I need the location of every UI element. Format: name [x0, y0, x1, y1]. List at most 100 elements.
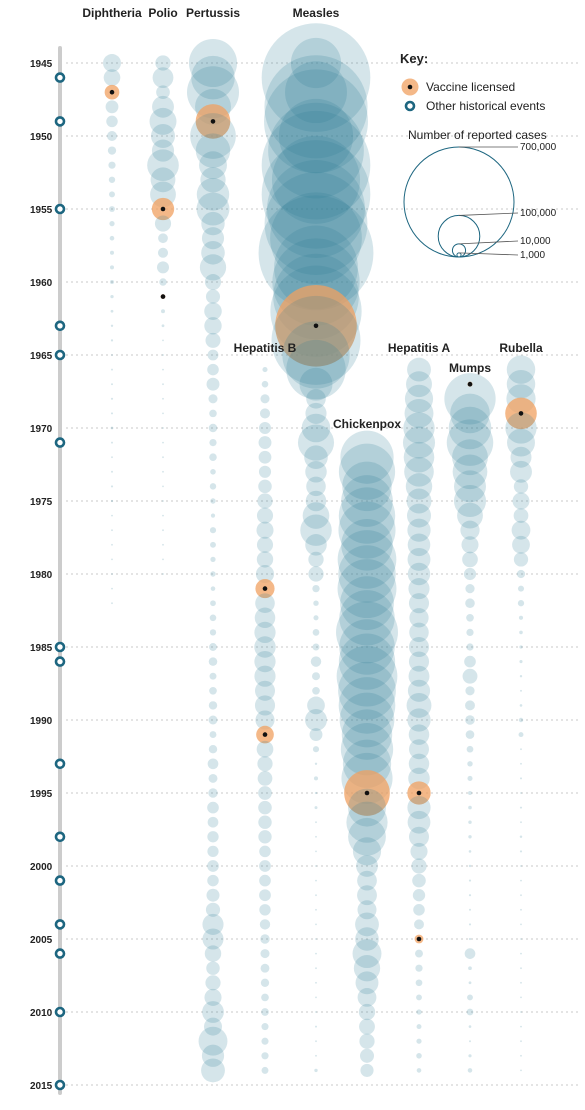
historical-event-marker [54, 875, 66, 886]
case-bubble [348, 817, 386, 856]
case-bubble [254, 621, 276, 644]
case-bubble [312, 629, 320, 636]
case-bubble [468, 894, 472, 897]
historical-event-marker [54, 758, 66, 770]
case-bubble [520, 1011, 522, 1013]
case-bubble [210, 469, 216, 475]
case-bubble [108, 161, 116, 169]
case-bubble [466, 613, 474, 622]
historical-event-marker [54, 72, 66, 83]
case-bubble [205, 332, 221, 348]
case-bubble [111, 529, 113, 532]
case-bubble [152, 95, 174, 118]
case-bubble [315, 821, 317, 824]
case-bubble [202, 913, 224, 935]
case-bubble [469, 908, 471, 911]
key-size-title: Number of reported cases [408, 128, 547, 142]
case-bubble [519, 835, 523, 839]
case-bubble [407, 708, 431, 732]
case-bubble [513, 508, 529, 523]
case-bubble [254, 607, 276, 629]
case-bubble [406, 371, 432, 398]
case-bubble [258, 465, 272, 478]
case-bubble [408, 665, 430, 687]
case-bubble [403, 412, 435, 444]
case-bubble [468, 981, 472, 985]
case-bubble [315, 894, 317, 897]
case-bubble [408, 651, 430, 672]
case-bubble [258, 800, 272, 815]
case-bubble [261, 140, 371, 249]
key-size-leader [458, 240, 519, 245]
case-bubble [506, 355, 536, 384]
case-bubble [513, 479, 529, 494]
case-bubble [338, 487, 396, 544]
case-bubble [257, 771, 273, 786]
case-bubble [519, 850, 523, 853]
case-bubble [305, 709, 327, 731]
case-bubble [467, 1068, 473, 1073]
case-bubble [465, 686, 475, 696]
case-bubble [150, 167, 176, 193]
case-bubble [315, 1011, 317, 1013]
case-bubble [162, 543, 164, 546]
case-bubble [312, 686, 320, 695]
year-tick-label: 1945 [30, 59, 53, 70]
case-bubble [409, 739, 429, 760]
case-bubble [271, 295, 361, 385]
case-bubble [341, 518, 393, 571]
case-bubble [407, 547, 431, 571]
case-bubble [261, 23, 371, 132]
case-bubble [404, 398, 434, 428]
case-bubble [336, 601, 398, 664]
case-bubble [162, 514, 164, 517]
case-bubble [519, 660, 523, 664]
case-bubble [520, 1054, 522, 1057]
case-bubble [264, 172, 368, 276]
case-bubble [162, 573, 164, 575]
case-bubble [256, 536, 274, 553]
case-bubble [209, 453, 217, 461]
year-tick-label: 1995 [30, 789, 53, 800]
case-bubble [517, 600, 525, 607]
case-bubble [468, 1054, 472, 1058]
case-bubble [416, 1068, 422, 1073]
case-bubble [309, 728, 323, 742]
case-bubble [314, 791, 318, 795]
case-bubble [162, 383, 164, 386]
case-bubble [312, 746, 320, 753]
case-bubble [255, 564, 275, 584]
case-bubble [111, 587, 113, 590]
case-bubble [258, 195, 374, 311]
case-bubble [208, 701, 218, 710]
case-bubble [357, 987, 377, 1007]
case-bubble [162, 500, 164, 502]
case-bubble [356, 855, 378, 877]
case-bubble [109, 265, 115, 270]
case-bubble [204, 317, 222, 335]
case-bubble [518, 615, 524, 620]
case-bubble [204, 302, 222, 320]
key-size-circle [403, 146, 515, 258]
case-bubble [209, 672, 217, 680]
case-bubble [151, 139, 175, 162]
case-bubble [468, 805, 472, 810]
year-tick-label: 1955 [30, 205, 53, 216]
case-bubble [286, 339, 346, 400]
case-bubble [312, 584, 320, 593]
case-bubble [290, 37, 342, 89]
case-bubble [467, 761, 473, 767]
case-bubble [510, 460, 532, 483]
case-bubble [209, 643, 217, 651]
case-bubble [520, 952, 522, 955]
case-bubble [162, 485, 164, 488]
case-bubble [261, 993, 269, 1002]
case-bubble [207, 816, 219, 828]
case-bubble [520, 748, 522, 751]
case-bubble [199, 254, 227, 281]
key-size-label: 700,000 [520, 142, 557, 153]
year-tick-label: 2015 [30, 1081, 53, 1092]
case-bubble [208, 744, 218, 754]
case-bubble [466, 1008, 474, 1016]
case-bubble [261, 1023, 269, 1031]
